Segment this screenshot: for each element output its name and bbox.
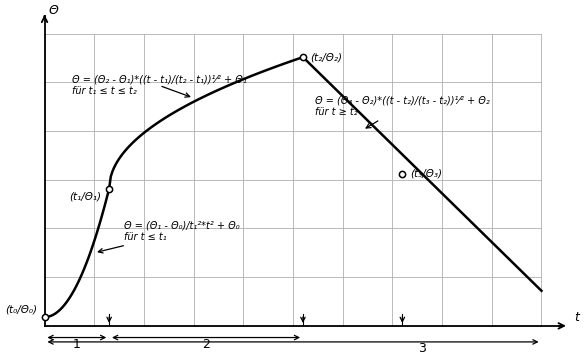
Text: (t₁/Θ₁): (t₁/Θ₁) [69,191,102,201]
Text: 2: 2 [202,338,210,351]
Text: Θ = (Θ₁ - Θ₀)/t₁²*t² + Θ₀
für t ≤ t₁: Θ = (Θ₁ - Θ₀)/t₁²*t² + Θ₀ für t ≤ t₁ [98,221,239,253]
Text: (t₀/Θ₀): (t₀/Θ₀) [5,304,37,314]
Text: Θ = (Θ₃ - Θ₂)*((t - t₂)/(t₃ - t₂))¹⁄² + Θ₂
für t ≥ t₂: Θ = (Θ₃ - Θ₂)*((t - t₂)/(t₃ - t₂))¹⁄² + … [315,95,490,128]
Text: 1: 1 [73,338,81,351]
Text: Θ: Θ [48,4,58,17]
Text: 3: 3 [418,342,426,355]
Text: (t₂/Θ₂): (t₂/Θ₂) [311,52,342,62]
Text: Θ = (Θ₂ - Θ₁)*((t - t₁)/(t₂ - t₁))¹⁄² + Θ₁
für t₁ ≤ t ≤ t₂: Θ = (Θ₂ - Θ₁)*((t - t₁)/(t₂ - t₁))¹⁄² + … [72,75,246,97]
Text: (t₃/Θ₃): (t₃/Θ₃) [410,169,442,179]
Text: t: t [573,311,579,325]
